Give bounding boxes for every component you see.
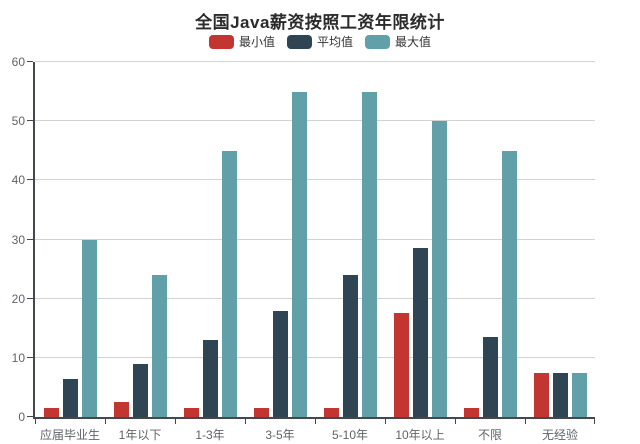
bar-平均值-无经验[interactable]: [552, 372, 568, 417]
bar-平均值-1-3年[interactable]: [202, 340, 218, 417]
legend: 最小值 平均值 最大值: [0, 33, 640, 50]
bar-group-5: [315, 62, 385, 417]
plot-area: 0 10 20 30 40 50 60 应届毕业生 1年以下 1-3年 3-5年 5-10年 10年以…: [12, 56, 595, 442]
gridline: [35, 356, 595, 358]
y-axis-line: [33, 62, 35, 419]
legend-swatch: [208, 34, 234, 49]
bar-平均值-10年以上[interactable]: [412, 248, 428, 417]
bar-平均值-5-10年[interactable]: [342, 275, 358, 417]
x-axis-category-label: 不限: [477, 428, 502, 442]
x-axis-tick: [594, 419, 595, 424]
x-axis-tick: [105, 419, 106, 424]
legend-item-2[interactable]: 平均值: [286, 33, 353, 50]
bar-最小值-3-5年[interactable]: [253, 408, 269, 417]
x-axis-category-label: 10年以上: [395, 428, 445, 442]
x-axis-category-label: 1-3年: [195, 428, 225, 442]
bar-group-2: [105, 62, 175, 417]
bar-group-4: [245, 62, 315, 417]
y-axis-tick-label: 40: [11, 173, 25, 188]
legend-item-3[interactable]: 最大值: [365, 33, 431, 50]
y-axis-tick: [27, 238, 33, 240]
bar-最小值-5-10年[interactable]: [323, 408, 339, 417]
y-axis-tick-label: 60: [11, 55, 25, 69]
bar-最大值-不限[interactable]: [501, 150, 517, 417]
y-axis-tick-label: 0: [18, 410, 25, 424]
bar-最小值-1年以下[interactable]: [113, 402, 129, 417]
legend-item-1[interactable]: 最小值: [208, 33, 275, 50]
x-axis-category-label: 3-5年: [265, 428, 295, 442]
x-axis-tick: [385, 419, 386, 424]
y-axis-tick: [27, 356, 33, 358]
x-axis-category-label: 应届毕业生: [39, 428, 100, 442]
bar-最大值-3-5年[interactable]: [291, 91, 307, 417]
gridline: [35, 61, 595, 62]
bar-平均值-3-5年[interactable]: [272, 310, 288, 417]
bar-最大值-1年以下[interactable]: [151, 275, 167, 417]
bar-最小值-1-3年[interactable]: [183, 408, 199, 417]
x-axis-line: [33, 417, 595, 419]
gridline: [35, 120, 595, 122]
bar-平均值-应届毕业生[interactable]: [62, 378, 78, 417]
legend-swatch: [286, 34, 312, 49]
gridline: [35, 238, 595, 240]
y-axis-tick: [27, 297, 33, 299]
bars-container: [35, 62, 595, 417]
legend-label: 最大值: [395, 35, 432, 49]
chart-title: 全国Java薪资按照工资年限统计: [195, 13, 445, 32]
bar-最大值-应届毕业生[interactable]: [81, 239, 97, 417]
y-axis-tick: [27, 61, 33, 62]
legend-label: 最小值: [238, 35, 275, 49]
x-axis-labels: 应届毕业生 1年以下 1-3年 3-5年 5-10年 10年以上 不限 无经验: [35, 426, 595, 443]
gridline: [35, 297, 595, 299]
x-axis-tick: [315, 419, 316, 424]
x-axis-tick: [175, 419, 176, 424]
x-axis-tick: [35, 419, 36, 424]
x-axis-category-label: 1年以下: [118, 428, 162, 442]
y-axis-tick: [27, 120, 33, 122]
bar-最小值-不限[interactable]: [463, 408, 479, 417]
y-axis-tick-label: 50: [11, 114, 25, 129]
y-axis-tick-label: 10: [11, 350, 25, 365]
bar-平均值-1年以下[interactable]: [132, 363, 148, 417]
bar-最大值-无经验[interactable]: [571, 372, 587, 417]
x-axis-tick: [525, 419, 526, 424]
y-axis-tick: [27, 179, 33, 181]
bar-最大值-10年以上[interactable]: [431, 121, 447, 417]
bar-group-7: [455, 62, 525, 417]
bar-group-6: [385, 62, 455, 417]
x-axis-category-label: 无经验: [541, 428, 578, 442]
y-axis-tick: [27, 416, 33, 417]
bar-group-3: [175, 62, 245, 417]
bar-最小值-10年以上[interactable]: [393, 313, 409, 417]
bar-group-8: [525, 62, 595, 417]
legend-swatch: [365, 34, 390, 49]
bar-最大值-1-3年[interactable]: [221, 150, 237, 417]
y-axis-tick-label: 20: [11, 291, 25, 306]
x-axis-category-label: 5-10年: [331, 428, 369, 442]
x-axis-tick: [245, 419, 246, 424]
bar-group-1: [35, 62, 105, 417]
y-axis-tick-label: 30: [11, 232, 25, 247]
bar-最小值-应届毕业生[interactable]: [43, 408, 59, 417]
gridline: [35, 179, 595, 181]
legend-label: 平均值: [316, 35, 353, 49]
x-axis-tick: [455, 419, 456, 424]
bar-平均值-不限[interactable]: [482, 337, 498, 417]
bar-最大值-5-10年[interactable]: [361, 91, 377, 417]
bar-最小值-无经验[interactable]: [533, 372, 549, 417]
